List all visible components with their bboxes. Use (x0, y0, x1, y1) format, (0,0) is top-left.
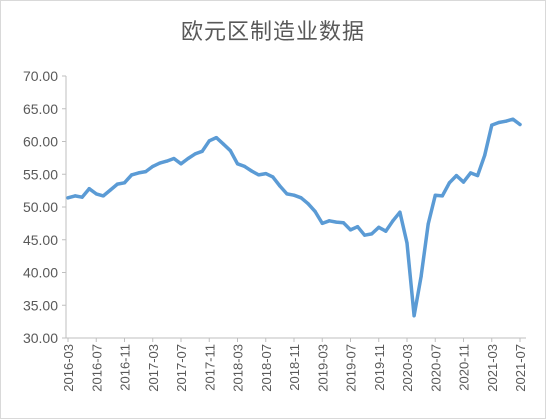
data-point (264, 171, 268, 176)
data-point (94, 192, 98, 196)
data-point (129, 173, 134, 177)
data-point (341, 221, 346, 225)
data-point (497, 120, 501, 125)
data-point (115, 182, 120, 186)
data-point (108, 188, 112, 192)
y-tick-label: 40.00 (23, 265, 58, 281)
data-point (73, 194, 77, 198)
data-point (327, 219, 331, 223)
series-line (66, 117, 522, 318)
x-tick-label: 2019-03 (315, 344, 330, 392)
x-tick-label: 2021-07 (513, 344, 528, 392)
data-point (391, 219, 395, 223)
x-tick-label: 2020-07 (428, 344, 443, 392)
data-point (214, 135, 218, 140)
y-tick-label: 70.00 (23, 68, 58, 84)
chart-title: 欧元区制造业数据 (180, 20, 365, 45)
data-point (137, 171, 141, 175)
data-point (313, 209, 317, 214)
y-tick-label: 45.00 (23, 232, 58, 248)
data-point (504, 119, 508, 123)
data-point (151, 164, 155, 168)
data-point (235, 162, 240, 166)
data-point (193, 152, 197, 156)
data-point (80, 195, 84, 199)
x-tick-label: 2019-11 (372, 344, 387, 391)
data-point (476, 173, 480, 178)
data-point (292, 193, 296, 197)
y-tick-label: 55.00 (23, 166, 58, 182)
x-tick-label: 2020-11 (457, 344, 472, 391)
data-point (490, 123, 494, 127)
x-axis-ticks: 2016-03 2016-07 2016-11 2017-03 2017-07 2017-… (61, 338, 528, 392)
data-point (200, 149, 204, 153)
data-point (250, 169, 254, 173)
data-point (101, 194, 105, 198)
x-tick-label: 2016-07 (89, 344, 104, 392)
data-point (221, 142, 225, 146)
data-point (461, 180, 466, 184)
x-tick-label: 2017-07 (174, 344, 189, 392)
data-point (158, 161, 162, 165)
data-point (454, 173, 459, 178)
x-tick-label: 2018-07 (259, 344, 274, 392)
y-tick-label: 60.00 (23, 134, 58, 150)
data-point (306, 202, 310, 206)
data-point (483, 153, 487, 157)
data-point (271, 175, 275, 179)
data-point (398, 210, 402, 214)
data-point (299, 196, 303, 200)
data-point (412, 314, 416, 318)
data-point (334, 220, 338, 224)
data-point (207, 139, 211, 143)
x-tick-label: 2018-11 (287, 344, 302, 391)
data-point (348, 228, 353, 232)
y-tick-label: 65.00 (23, 101, 58, 117)
data-point (370, 232, 374, 236)
data-point (285, 192, 289, 196)
data-point (228, 149, 233, 153)
data-point (468, 171, 473, 175)
data-point (66, 196, 70, 200)
x-tick-label: 2016-03 (61, 344, 76, 392)
data-point (355, 225, 360, 229)
data-point (440, 194, 444, 198)
y-axis-ticks: 30.00 35.00 40.00 45.00 50.00 55.00 60.00 65.00… (23, 68, 66, 346)
x-tick-label: 2021-03 (485, 344, 500, 392)
y-tick-label: 50.00 (23, 199, 58, 215)
data-point (144, 170, 148, 174)
data-point (242, 164, 247, 168)
data-point (320, 221, 324, 225)
data-point (87, 187, 91, 191)
data-point (186, 156, 190, 161)
x-tick-label: 2016-11 (118, 344, 133, 391)
x-tick-label: 2017-03 (146, 344, 161, 392)
data-point (384, 229, 388, 233)
data-point (257, 173, 261, 177)
data-point (511, 117, 515, 121)
data-point (278, 184, 282, 188)
y-tick-label: 35.00 (23, 297, 58, 313)
x-tick-label: 2020-03 (400, 344, 415, 392)
data-point (405, 241, 409, 245)
x-tick-label: 2017-11 (202, 344, 217, 391)
data-point (363, 233, 367, 237)
x-tick-label: 2018-03 (231, 344, 246, 392)
data-point (165, 159, 169, 163)
data-point (172, 156, 176, 161)
data-point (518, 122, 522, 127)
data-point (377, 225, 381, 229)
data-point (122, 181, 127, 185)
x-tick-label: 2019-07 (344, 344, 359, 392)
data-point (433, 193, 437, 197)
data-point (419, 274, 423, 279)
series-points (66, 117, 522, 318)
y-tick-label: 30.00 (23, 330, 58, 346)
data-point (426, 222, 430, 226)
data-point (179, 162, 183, 166)
data-point (447, 181, 451, 185)
